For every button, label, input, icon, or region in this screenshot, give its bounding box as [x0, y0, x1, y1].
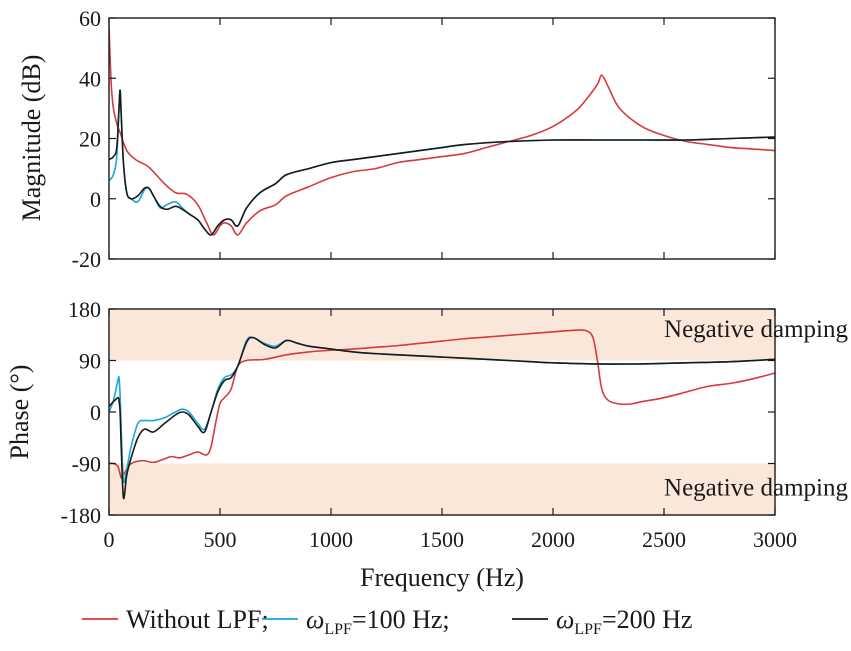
- y-tick-label: 20: [79, 127, 101, 152]
- y-tick-label: 0: [90, 187, 101, 212]
- phase-series-without-lpf: [109, 329, 775, 479]
- legend-label: Without LPF;: [126, 605, 269, 634]
- magnitude-panel: -20 0 20 40 60 Magnitude (dB): [17, 6, 776, 272]
- phase-series-lpf-200: [109, 336, 775, 500]
- y-tick-label: -180: [61, 503, 101, 528]
- mag-series-lpf-100: [109, 89, 775, 236]
- legend-item-lpf-100: ωLPF=100 Hz;: [262, 605, 450, 638]
- legend-item-lpf-200: ωLPF=200 Hz: [512, 605, 692, 638]
- mag-series-without-lpf: [109, 26, 775, 236]
- x-tick-label: 1500: [420, 527, 464, 552]
- x-tick-label: 3000: [753, 527, 797, 552]
- y-tick-label: -90: [72, 452, 101, 477]
- y-tick-label: 60: [79, 6, 101, 31]
- legend-label: ωLPF=100 Hz;: [306, 605, 450, 638]
- y-tick-label: 40: [79, 66, 101, 91]
- phase-panel: -180 -90 0 90 180 0 500 1000 1500 2000 2500 3000 N…: [5, 297, 848, 592]
- legend-item-without-lpf: Without LPF;: [82, 605, 269, 634]
- legend: Without LPF; ωLPF=100 Hz; ωLPF=200 Hz: [82, 605, 692, 638]
- y-tick-label: -20: [72, 247, 101, 272]
- mag-series-lpf-200: [109, 89, 775, 236]
- negative-damping-label-1: Negative damping: [664, 316, 848, 343]
- negative-damping-band-2: [109, 463, 775, 515]
- y-tick-label: 90: [79, 349, 101, 374]
- x-tick-label: 500: [204, 527, 237, 552]
- phase-x-axis-label: Frequency (Hz): [360, 563, 524, 592]
- phase-y-axis-label: Phase (°): [5, 365, 34, 460]
- legend-label: ωLPF=200 Hz: [556, 605, 692, 638]
- y-tick-label: 180: [68, 297, 101, 322]
- magnitude-y-axis-label: Magnitude (dB): [17, 55, 46, 222]
- negative-damping-label-2: Negative damping: [664, 475, 848, 502]
- x-tick-label: 2500: [642, 527, 686, 552]
- x-tick-label: 1000: [309, 527, 353, 552]
- x-tick-label: 2000: [531, 527, 575, 552]
- negative-damping-band-1: [109, 309, 775, 361]
- x-tick-label: 0: [104, 527, 115, 552]
- y-tick-label: 0: [90, 400, 101, 425]
